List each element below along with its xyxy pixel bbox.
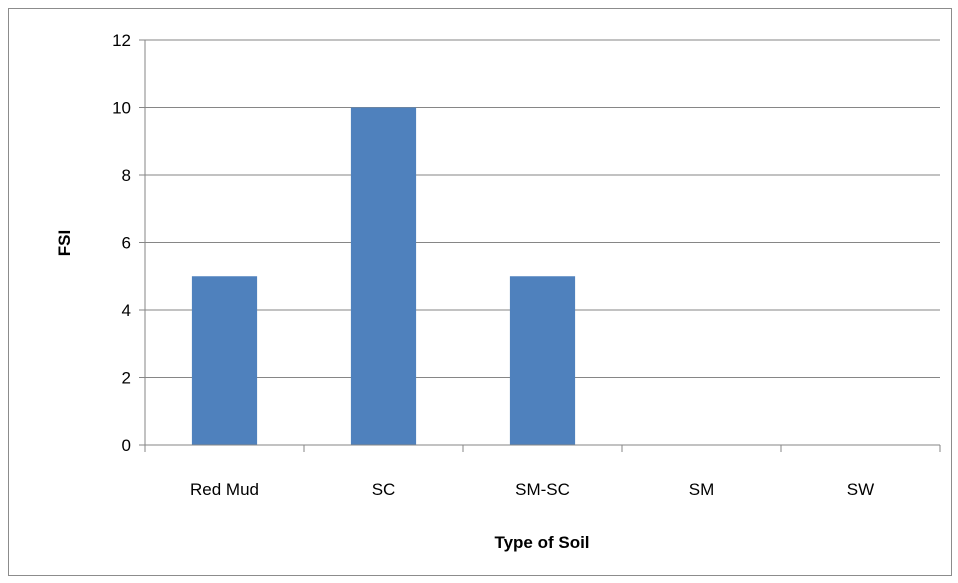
x-tick-label: Red Mud bbox=[190, 480, 259, 499]
bar-sm-sc bbox=[509, 276, 576, 445]
bar-red-mud bbox=[191, 276, 258, 445]
chart-frame bbox=[8, 8, 952, 576]
tick-labels: 0 2 4 6 8 10 12 Red Mud SC SM-SC SM SW bbox=[112, 31, 874, 499]
y-tick-label: 0 bbox=[122, 436, 131, 455]
gridlines bbox=[145, 39, 940, 378]
bar-sc bbox=[350, 107, 417, 445]
y-tick-label: 10 bbox=[112, 99, 131, 118]
x-axis-title: Type of Soil bbox=[494, 533, 589, 552]
x-tick-label: SM-SC bbox=[515, 480, 570, 499]
x-tick-label: SC bbox=[372, 480, 396, 499]
y-tick-label: 8 bbox=[122, 166, 131, 185]
y-tick-label: 4 bbox=[122, 301, 131, 320]
axes bbox=[139, 39, 941, 452]
bars bbox=[191, 107, 576, 445]
x-tick-label: SM bbox=[689, 480, 715, 499]
y-tick-label: 12 bbox=[112, 31, 131, 50]
x-tick-label: SW bbox=[847, 480, 874, 499]
y-tick-label: 2 bbox=[122, 369, 131, 388]
y-axis-title: FSI bbox=[55, 230, 74, 256]
y-tick-label: 6 bbox=[122, 234, 131, 253]
